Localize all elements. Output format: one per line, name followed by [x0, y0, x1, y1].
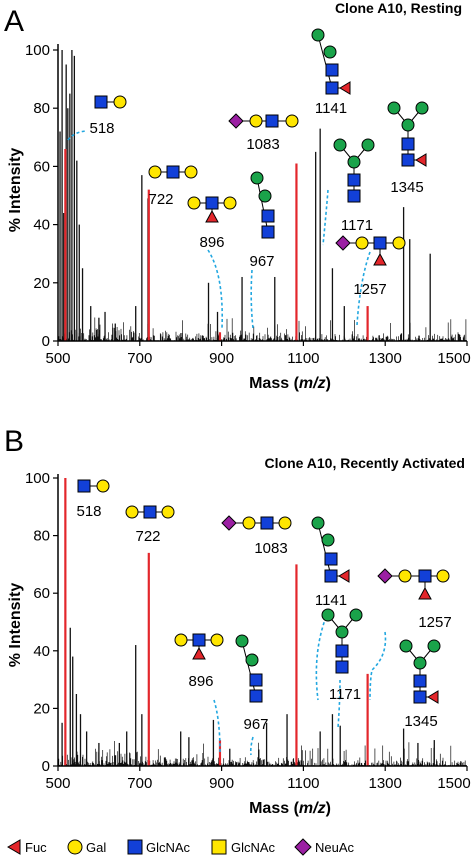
panel-b-ytick-label: 0	[42, 758, 50, 775]
panel-b-spectrum-peaks	[61, 627, 435, 766]
legend-item-glcnac-blue: GlcNAc	[127, 839, 191, 855]
panel-b-glycan-1257	[377, 568, 450, 600]
panel-a-xtick-label: 1500	[437, 350, 470, 367]
panel-b-letter: B	[4, 425, 24, 458]
panel-a-glycan-1257	[335, 235, 406, 266]
panel-a-label-722: 722	[148, 191, 173, 208]
panel-a-glycan-1345	[387, 101, 429, 167]
legend: Fuc Gal GlcNAc GlcNAc NeuAc	[7, 838, 355, 856]
panel-b-title: Clone A10, Recently Activated	[265, 455, 465, 471]
panel-a: A Clone A10, Resting % Intensity 0 20 40 60…	[4, 0, 471, 392]
panel-a-ytick-label: 20	[33, 275, 50, 292]
panel-b-highlight-peaks	[64, 478, 369, 766]
panel-b-label-1345: 1345	[404, 713, 437, 730]
legend-item-gal: Gal	[67, 839, 106, 855]
panel-a-ytick-label: 100	[25, 42, 50, 59]
panel-b-glycan-518	[77, 479, 110, 493]
legend-label-glcnac-blue: GlcNAc	[146, 840, 191, 855]
panel-a-spectrum-peaks	[59, 50, 431, 341]
panel-b-label-1141: 1141	[315, 592, 347, 609]
panel-a-xlabel: Mass (m/z)	[249, 375, 331, 392]
panel-b-label-967: 967	[243, 716, 268, 733]
panel-b-ytick-label: 100	[25, 470, 50, 487]
panel-b-glycan-1171	[321, 608, 363, 674]
legend-item-glcnac-yellow: GlcNAc	[211, 839, 276, 855]
panel-a-label-1257: 1257	[353, 281, 386, 298]
gal-circle-icon	[67, 839, 83, 855]
panel-a-link-lines	[67, 130, 371, 329]
panel-a-title: Clone A10, Resting	[335, 0, 462, 16]
legend-label-fuc: Fuc	[25, 840, 47, 855]
panel-a-label-1345: 1345	[390, 179, 423, 196]
legend-label-neuac: NeuAc	[315, 840, 355, 855]
panel-a-ytick-label: 40	[33, 217, 50, 234]
panel-a-glycan-722	[148, 165, 198, 179]
panel-a-label-967: 967	[249, 253, 274, 270]
panel-a-xtick-label: 500	[45, 350, 70, 367]
panel-b-glycan-1345	[399, 639, 441, 704]
panel-b-label-1083: 1083	[254, 540, 287, 557]
panel-b-glycan-896	[174, 633, 224, 660]
panel-b-ytick-label: 60	[33, 585, 50, 602]
legend-label-glcnac-yellow: GlcNAc	[231, 840, 276, 855]
legend-item-neuac: NeuAc	[294, 838, 355, 856]
panel-a-baseline-noise	[58, 317, 467, 341]
panel-b-ylabel: % Intensity	[7, 583, 24, 668]
fuc-triangle-icon	[7, 839, 21, 855]
glcnac-yellow-square-icon	[211, 839, 227, 855]
panel-a-glycan-1171	[333, 138, 375, 203]
panel-b-glycan-1141	[311, 516, 350, 583]
panel-b: B Clone A10, Recently Activated % Intens…	[4, 425, 471, 817]
glcnac-blue-square-icon	[127, 839, 143, 855]
panel-a-ytick-label: 60	[33, 158, 50, 175]
panel-b-xtick-label: 1500	[437, 775, 470, 792]
panel-a-label-1083: 1083	[246, 136, 279, 153]
panel-b-label-896: 896	[188, 673, 213, 690]
panel-a-label-518: 518	[89, 120, 114, 137]
panel-a-ytick-label: 80	[33, 100, 50, 117]
panel-b-link-lines	[213, 611, 387, 756]
panel-a-xtick-label: 900	[209, 350, 234, 367]
panel-b-label-722: 722	[135, 528, 160, 545]
panel-b-glycan-967	[235, 634, 263, 703]
panel-a-glycan-896	[187, 196, 237, 223]
panel-b-xtick-label: 500	[45, 775, 70, 792]
panel-a-glycan-1141	[311, 28, 351, 95]
panel-a-label-896: 896	[199, 234, 224, 251]
panel-b-ytick-label: 20	[33, 700, 50, 717]
panel-b-xtick-label: 1100	[287, 775, 319, 792]
panel-b-xlabel: Mass (m/z)	[249, 800, 331, 817]
panel-a-xtick-label: 700	[127, 350, 152, 367]
panel-b-label-1257: 1257	[418, 614, 451, 631]
panel-a-label-1141: 1141	[315, 100, 347, 117]
panel-a-glycan-967	[250, 171, 275, 239]
panel-b-glycan-1083	[221, 515, 292, 531]
panel-b-ytick-label: 80	[33, 528, 50, 545]
panel-a-ticks: 0 20 40 60 80 100 500 700 900 1100 1300 1500	[25, 42, 471, 367]
panel-a-glycan-1083	[228, 113, 299, 129]
panel-a-ylabel: % Intensity	[7, 148, 24, 233]
panel-b-ytick-label: 40	[33, 643, 50, 660]
legend-label-gal: Gal	[86, 840, 106, 855]
panel-a-label-1171: 1171	[341, 217, 373, 234]
panel-a-glycan-518	[94, 95, 127, 109]
panel-b-xtick-label: 700	[127, 775, 152, 792]
panel-b-glycan-722	[125, 505, 175, 519]
neuac-diamond-icon	[294, 838, 312, 856]
legend-item-fuc: Fuc	[7, 839, 47, 855]
panel-a-letter: A	[4, 5, 24, 38]
panel-a-noise	[58, 317, 467, 341]
panel-a-xtick-label: 1300	[369, 350, 402, 367]
panel-b-xtick-label: 900	[209, 775, 234, 792]
panel-a-highlight-peaks	[64, 148, 369, 341]
panel-a-ytick-label: 0	[42, 333, 50, 350]
panel-b-label-518: 518	[76, 503, 101, 520]
panel-b-xtick-label: 1300	[369, 775, 402, 792]
panel-a-xtick-label: 1100	[287, 350, 319, 367]
panel-b-label-1171: 1171	[329, 686, 361, 703]
panel-b-ticks: 0 20 40 60 80 100 500 700 900 1100 1300 1500	[25, 470, 471, 792]
